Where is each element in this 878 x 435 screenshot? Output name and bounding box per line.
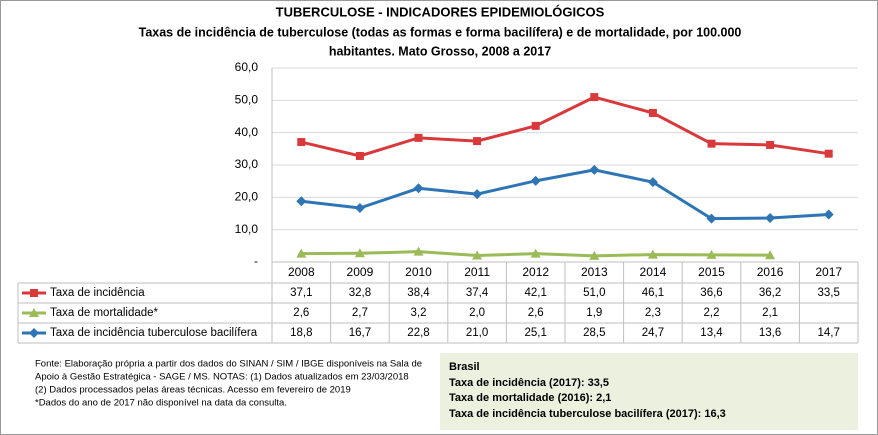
point xyxy=(413,246,424,256)
point xyxy=(765,250,776,260)
legend-label: Taxa de incidência tuberculose bacilífer… xyxy=(50,327,258,339)
table-cell: 38,4 xyxy=(407,287,430,299)
x-tick-label: 2016 xyxy=(757,265,784,279)
legend-marker xyxy=(30,289,38,297)
point xyxy=(296,196,307,207)
y-tick-label: 30,0 xyxy=(235,157,259,171)
x-tick-label: 2013 xyxy=(581,265,608,279)
point xyxy=(472,250,483,260)
x-tick-label: 2012 xyxy=(522,265,549,279)
x-tick-label: 2017 xyxy=(815,265,842,279)
point xyxy=(589,164,600,175)
y-tick-label: 40,0 xyxy=(235,125,259,139)
point xyxy=(647,177,658,188)
table-cell: 2,2 xyxy=(704,307,720,319)
legend-label: Taxa de incidência xyxy=(50,287,145,299)
legend-marker xyxy=(29,328,39,338)
summary-title: Brasil xyxy=(449,361,480,373)
table-cell: 36,6 xyxy=(700,287,722,299)
summary-box xyxy=(440,353,858,430)
point xyxy=(413,183,424,194)
table-cell: 2,0 xyxy=(469,307,485,319)
table-cell: 13,4 xyxy=(700,327,723,339)
series-line xyxy=(300,95,829,158)
x-tick-label: 2010 xyxy=(405,265,432,279)
note: *Dados do ano de 2017 não disponível na … xyxy=(35,398,287,409)
point xyxy=(354,203,365,214)
series-line xyxy=(301,168,829,221)
point xyxy=(647,249,658,259)
note: Fonte: Elaboração própria a partir dos d… xyxy=(35,359,422,370)
table-cell: 2,6 xyxy=(293,307,309,319)
table-cell: 2,3 xyxy=(645,307,661,319)
note: Apoio à Gestão Estratégica - SAGE / MS. … xyxy=(35,372,409,383)
point xyxy=(414,133,423,142)
y-tick-label: 60,0 xyxy=(235,60,259,74)
x-tick-label: 2009 xyxy=(347,265,374,279)
point xyxy=(706,249,717,259)
point xyxy=(530,175,541,186)
point xyxy=(706,213,717,224)
table-cell: 16,7 xyxy=(349,327,371,339)
y-tick-label: 10,0 xyxy=(235,222,259,236)
y-tick-label: 50,0 xyxy=(235,93,259,107)
table-cell: 1,9 xyxy=(586,307,602,319)
x-tick-label: 2015 xyxy=(698,265,725,279)
table-cell: 18,8 xyxy=(290,327,312,339)
table-cell: 42,1 xyxy=(525,287,547,299)
point xyxy=(473,137,482,146)
table-cell: 36,2 xyxy=(759,287,781,299)
summary-line: Taxa de mortalidade (2016): 2,1 xyxy=(449,392,611,404)
point xyxy=(297,138,306,147)
table-cell: 24,7 xyxy=(642,327,664,339)
table-cell: 13,6 xyxy=(759,327,781,339)
point xyxy=(707,139,716,148)
table-cell: 25,1 xyxy=(525,327,547,339)
point xyxy=(589,250,600,260)
chart-subtitle: Taxas de incidência de tuberculose (toda… xyxy=(139,25,742,39)
x-tick-label: 2011 xyxy=(464,265,490,279)
legend-label: Taxa de mortalidade* xyxy=(50,307,159,319)
table-cell: 2,7 xyxy=(352,307,368,319)
table-cell: 32,8 xyxy=(349,287,371,299)
table-cell: 37,1 xyxy=(290,287,312,299)
point xyxy=(824,149,833,158)
legend-marker xyxy=(29,308,39,317)
point xyxy=(354,248,365,258)
x-tick-label: 2008 xyxy=(288,265,315,279)
point xyxy=(531,121,540,130)
table-cell: 14,7 xyxy=(818,327,840,339)
table-cell: 2,1 xyxy=(762,307,778,319)
point xyxy=(765,213,776,224)
chart-subtitle: habitantes. Mato Grosso, 2008 a 2017 xyxy=(329,44,551,58)
summary-line: Taxa de incidência tuberculose bacilífer… xyxy=(449,408,726,420)
table-cell: 28,5 xyxy=(583,327,605,339)
table-cell: 22,8 xyxy=(407,327,429,339)
point xyxy=(766,140,775,149)
table-cell: 3,2 xyxy=(411,307,427,319)
point xyxy=(530,248,541,258)
point xyxy=(355,151,364,160)
y-tick-label: - xyxy=(254,254,258,268)
chart-title: TUBERCULOSE - INDICADORES EPIDEMIOLÓGICO… xyxy=(276,4,605,19)
table-cell: 37,4 xyxy=(466,287,489,299)
point xyxy=(648,108,657,117)
note: (2) Dados processados pelas áreas técnic… xyxy=(35,385,351,396)
summary-line: Taxa de incidência (2017): 33,5 xyxy=(449,377,609,389)
table-cell: 46,1 xyxy=(642,287,664,299)
point xyxy=(472,189,483,200)
table-cell: 33,5 xyxy=(818,287,840,299)
point xyxy=(590,93,599,102)
table-cell: 21,0 xyxy=(466,327,488,339)
table-cell: 51,0 xyxy=(583,287,605,299)
point xyxy=(296,248,307,258)
point xyxy=(823,209,834,220)
y-tick-label: 20,0 xyxy=(235,190,259,204)
x-tick-label: 2014 xyxy=(640,265,667,279)
table-cell: 2,6 xyxy=(528,307,544,319)
